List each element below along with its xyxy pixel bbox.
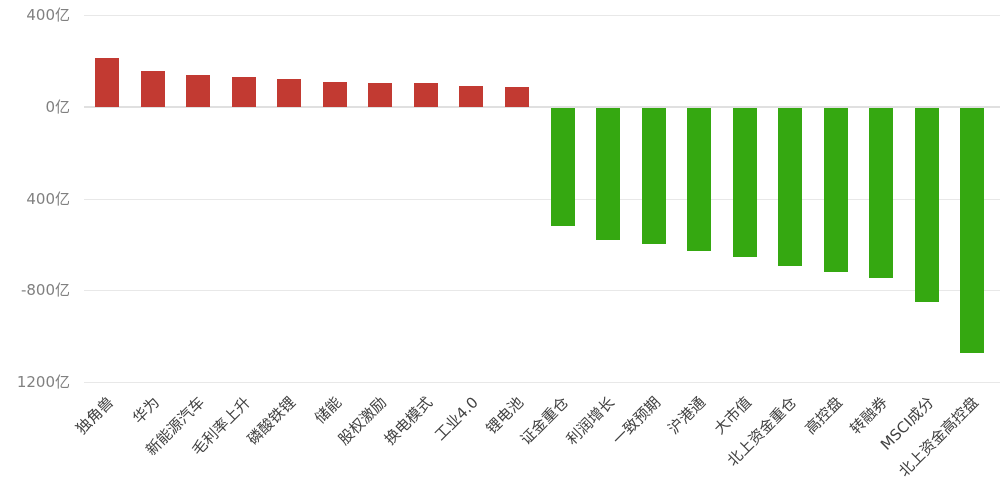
bar-negative[interactable] [960,108,985,354]
x-axis-category-label: 证金重仓 [517,393,573,449]
x-axis-category-label: 股权激励 [335,393,391,449]
bar-positive[interactable] [186,74,211,107]
bar-positive[interactable] [413,83,438,107]
x-axis-category-label: 工业4.0 [430,393,482,445]
bar-positive[interactable] [368,82,393,107]
y-gridline [84,198,1000,200]
x-axis-category-label: 换电模式 [380,393,436,449]
y-gridline [84,15,1000,17]
x-axis-category-label: 利润增长 [562,393,619,449]
x-axis-zero-line [84,106,1000,108]
bar-positive[interactable] [231,77,256,107]
bar-negative[interactable] [641,108,666,245]
bar-negative[interactable] [823,108,848,272]
bar-positive[interactable] [277,78,302,107]
bar-negative[interactable] [914,108,939,302]
x-axis-category-label: 华为 [128,393,163,428]
y-axis-tick-label: 400亿 [26,6,70,25]
y-gridline [84,290,1000,292]
x-axis-category-label: 磷酸铁锂 [244,393,300,449]
y-axis-tick-label: 0亿 [45,98,70,116]
y-axis-tick-label: -800亿 [20,281,70,300]
x-axis-category-label: 高控盘 [801,393,846,438]
y-axis-tick-label: 1200亿 [16,373,70,392]
bar-positive[interactable] [504,86,529,107]
y-axis-tick-label: 400亿 [26,189,70,208]
bar-negative[interactable] [687,108,712,252]
bar-positive[interactable] [322,81,347,107]
bar-positive[interactable] [95,57,119,107]
x-axis-category-label: 沪港通 [664,393,710,438]
bar-negative[interactable] [596,108,621,240]
y-gridline [84,382,1000,384]
bar-negative[interactable] [778,108,803,267]
x-axis-category-label: 独角兽 [72,393,118,438]
bar-negative[interactable] [550,108,575,227]
bar-negative[interactable] [869,108,894,278]
x-axis-category-label: 一致预期 [608,393,664,449]
bar-negative[interactable] [732,108,757,257]
x-axis-category-label: 储能 [310,393,345,428]
bar-positive[interactable] [459,85,484,107]
bar-positive[interactable] [140,70,165,107]
